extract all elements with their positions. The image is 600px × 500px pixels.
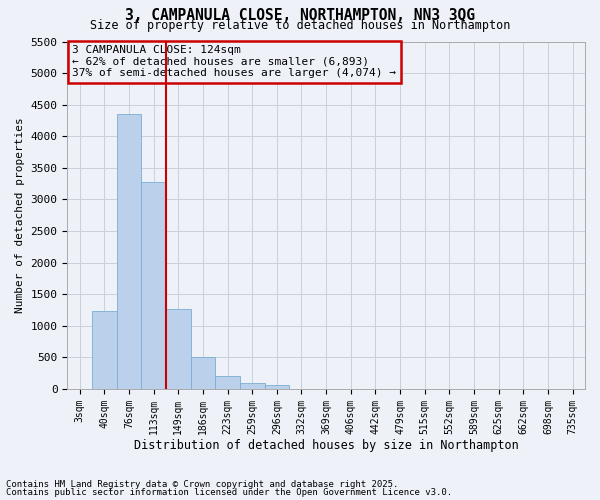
X-axis label: Distribution of detached houses by size in Northampton: Distribution of detached houses by size … xyxy=(134,440,518,452)
Text: Contains public sector information licensed under the Open Government Licence v3: Contains public sector information licen… xyxy=(6,488,452,497)
Text: Size of property relative to detached houses in Northampton: Size of property relative to detached ho… xyxy=(90,19,510,32)
Bar xyxy=(92,312,116,389)
Bar xyxy=(141,182,166,389)
Text: Contains HM Land Registry data © Crown copyright and database right 2025.: Contains HM Land Registry data © Crown c… xyxy=(6,480,398,489)
Bar xyxy=(116,114,141,389)
Bar xyxy=(265,385,289,389)
Y-axis label: Number of detached properties: Number of detached properties xyxy=(15,118,25,313)
Bar xyxy=(240,382,265,389)
Text: 3, CAMPANULA CLOSE, NORTHAMPTON, NN3 3QG: 3, CAMPANULA CLOSE, NORTHAMPTON, NN3 3QG xyxy=(125,8,475,22)
Bar xyxy=(215,376,240,389)
Bar xyxy=(166,310,191,389)
Bar xyxy=(191,358,215,389)
Text: 3 CAMPANULA CLOSE: 124sqm
← 62% of detached houses are smaller (6,893)
37% of se: 3 CAMPANULA CLOSE: 124sqm ← 62% of detac… xyxy=(73,45,397,78)
